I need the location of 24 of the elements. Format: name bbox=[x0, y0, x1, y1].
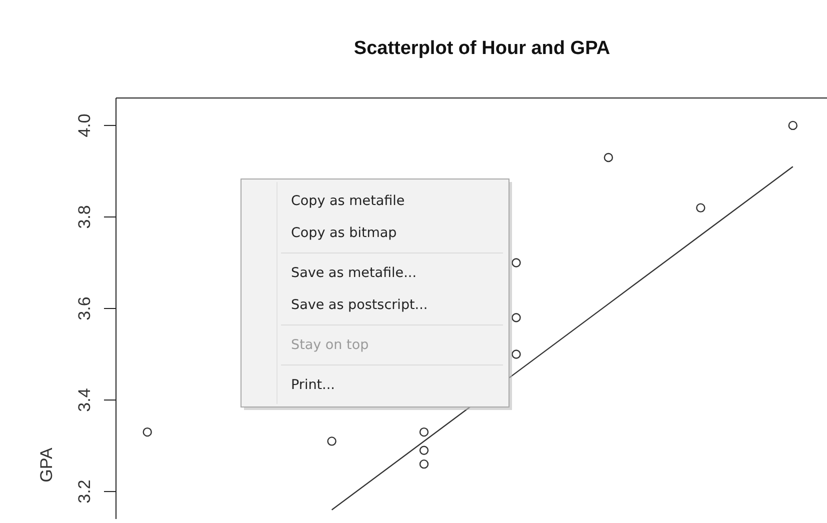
point bbox=[604, 152, 614, 162]
point bbox=[512, 313, 521, 322]
point bbox=[419, 459, 429, 469]
annotation: Save as postscript... bbox=[291, 297, 428, 313]
annotation: Copy as bitmap bbox=[291, 225, 397, 241]
point bbox=[696, 203, 706, 212]
point bbox=[512, 350, 521, 359]
chart-title: Scatterplot of Hour and GPA bbox=[354, 38, 610, 59]
point bbox=[327, 436, 336, 446]
point bbox=[419, 427, 429, 437]
point bbox=[142, 427, 152, 437]
annotation: Copy as metafile bbox=[291, 193, 405, 209]
y-tick-label: 3.6 bbox=[75, 296, 94, 320]
point bbox=[512, 258, 521, 268]
y-tick-label: 4.0 bbox=[75, 114, 94, 138]
y-tick-label: 3.8 bbox=[75, 205, 94, 229]
point bbox=[788, 120, 798, 130]
y-axis-title: GPA bbox=[37, 447, 56, 482]
annotation: Stay on top bbox=[291, 337, 369, 353]
y-tick-label: 3.4 bbox=[75, 388, 94, 412]
point bbox=[419, 446, 429, 455]
annotation: Print... bbox=[291, 377, 335, 393]
annotation: Save as metafile... bbox=[291, 265, 416, 281]
y-tick-label: 3.2 bbox=[75, 480, 94, 504]
